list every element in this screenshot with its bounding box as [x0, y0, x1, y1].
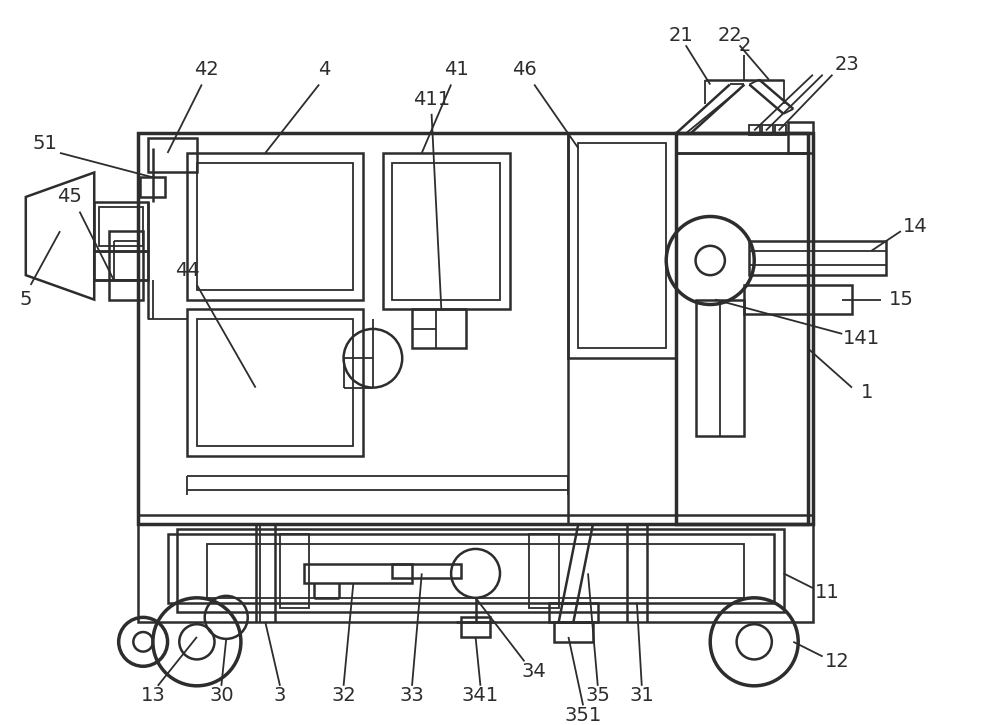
Bar	[749, 241, 886, 276]
Text: 3: 3	[274, 686, 286, 705]
Text: 22: 22	[717, 26, 742, 45]
Text: 30: 30	[209, 686, 234, 705]
Text: 32: 32	[331, 686, 356, 705]
Bar	[676, 133, 808, 153]
Text: 41: 41	[444, 60, 468, 79]
Text: 411: 411	[413, 90, 450, 109]
Bar	[280, 534, 309, 608]
Text: 21: 21	[669, 26, 693, 45]
Text: 46: 46	[512, 60, 537, 79]
Text: 23: 23	[835, 55, 859, 75]
Bar	[392, 162, 500, 299]
Bar	[549, 602, 598, 622]
Text: 141: 141	[843, 329, 880, 348]
Text: 31: 31	[629, 686, 654, 705]
Text: 2: 2	[738, 36, 751, 55]
Text: 44: 44	[175, 261, 199, 280]
Bar	[138, 133, 813, 524]
Text: 5: 5	[20, 290, 32, 309]
Bar	[177, 529, 784, 613]
Text: 351: 351	[564, 705, 602, 725]
Text: 1: 1	[860, 383, 873, 402]
Bar	[676, 133, 808, 153]
Bar	[392, 563, 461, 579]
Text: 13: 13	[141, 686, 165, 705]
Bar	[578, 143, 666, 349]
Bar	[383, 153, 510, 310]
Bar	[197, 162, 353, 290]
Bar	[207, 544, 744, 598]
Bar	[676, 133, 808, 524]
Text: 51: 51	[33, 133, 58, 153]
Text: 12: 12	[825, 652, 850, 671]
Text: 34: 34	[522, 662, 547, 681]
Bar	[99, 207, 143, 246]
Text: 341: 341	[462, 686, 499, 705]
Text: 15: 15	[888, 290, 913, 309]
Text: 11: 11	[815, 584, 840, 602]
Bar	[197, 319, 353, 447]
Bar	[762, 125, 773, 136]
Bar	[187, 310, 363, 456]
Bar	[554, 622, 593, 642]
Bar	[187, 153, 363, 299]
Bar	[788, 122, 813, 153]
Text: 4: 4	[318, 60, 330, 79]
Text: 33: 33	[400, 686, 424, 705]
Bar	[744, 285, 852, 314]
Bar	[168, 534, 774, 602]
Text: 45: 45	[57, 188, 82, 207]
Bar	[140, 178, 165, 197]
Bar	[412, 310, 466, 349]
Bar	[461, 618, 490, 637]
Bar	[568, 133, 676, 358]
Bar	[696, 299, 744, 436]
Bar	[304, 563, 412, 583]
Text: 14: 14	[903, 217, 928, 236]
Bar	[775, 125, 786, 136]
Text: 35: 35	[585, 686, 610, 705]
Bar	[148, 138, 197, 173]
Bar	[529, 534, 559, 608]
Text: 42: 42	[194, 60, 219, 79]
Bar	[109, 231, 143, 299]
Bar	[94, 251, 148, 280]
Bar	[138, 515, 813, 622]
Bar	[94, 202, 148, 251]
Bar	[749, 125, 760, 136]
